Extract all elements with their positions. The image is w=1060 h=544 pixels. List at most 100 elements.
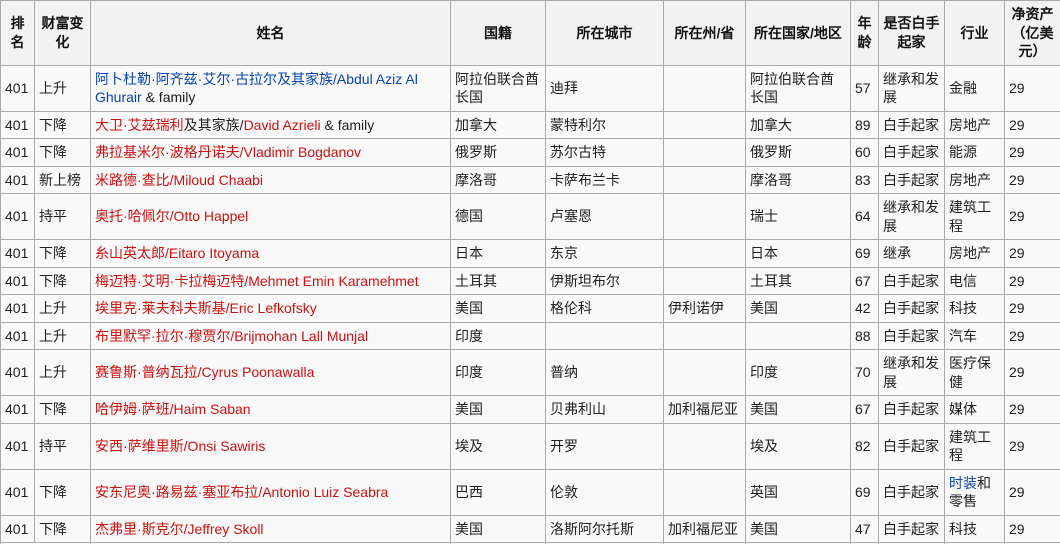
cell-city: 伊斯坦布尔 [545, 266, 664, 295]
wiki-link[interactable]: 杰弗里·斯克尔/Jeffrey Skoll [95, 520, 264, 537]
plain-text: 房地产 [949, 245, 991, 261]
col-header-nationality: 国籍 [450, 0, 546, 66]
cell-selfmade: 继承 [878, 239, 945, 268]
cell-city: 蒙特利尔 [545, 110, 664, 139]
cell-nationality: 埃及 [450, 422, 546, 470]
col-header-state: 所在州/省 [663, 0, 746, 66]
table-row: 401 下降 安东尼奥·路易兹·塞亚布拉/Antonio Luiz Seabra 巴西… [0, 468, 1060, 516]
col-header-change: 财富变化 [34, 0, 91, 66]
cell-age: 47 [850, 514, 879, 543]
cell-name: 米路德·查比/Miloud Chaabi [90, 165, 451, 194]
cell-selfmade: 白手起家 [878, 165, 945, 194]
cell-age: 67 [850, 266, 879, 295]
table-row: 401 持平 安西·萨维里斯/Onsi Sawiris 埃及 开罗 埃及 82 白手起家 建筑工… [0, 422, 1060, 470]
wiki-link[interactable]: 哈伊姆·萨班/Haim Saban [95, 401, 251, 417]
wiki-link[interactable]: 梅迈特·艾明·卡拉梅迈特/Mehmet Emin Karamehmet [95, 272, 419, 289]
plain-text: 医疗保健 [949, 355, 991, 390]
cell-city: 贝弗利山 [545, 395, 664, 424]
cell-state [663, 266, 746, 295]
cell-wealth-change: 下降 [34, 110, 91, 139]
cell-nationality: 巴西 [450, 468, 546, 516]
cell-nationality: 美国 [450, 395, 546, 424]
wiki-link[interactable]: 安西·萨维里斯/Onsi Sawiris [95, 437, 266, 454]
plain-text: 房地产 [949, 171, 991, 188]
cell-wealth-change: 下降 [34, 266, 91, 295]
cell-country: 俄罗斯 [745, 138, 851, 167]
cell-selfmade: 白手起家 [878, 266, 945, 295]
cell-networth: 29 [1004, 321, 1060, 350]
cell-nationality: 加拿大 [450, 110, 546, 139]
cell-state [663, 193, 746, 240]
table-row: 继承和发展 [0, 542, 1060, 544]
col-header-selfmade: 是否白手起家 [878, 0, 945, 66]
plain-text: 电信 [949, 272, 977, 289]
wiki-link[interactable]: 弗拉基米尔·波格丹诺夫/Vladimir Bogdanov [95, 144, 362, 160]
wiki-link[interactable]: 时装 [949, 474, 977, 491]
table-row: 401 上升 阿卜杜勒·阿齐兹·艾尔·古拉尔及其家族/Abdul Aziz Al G… [0, 64, 1060, 112]
table-body: 401 上升 阿卜杜勒·阿齐兹·艾尔·古拉尔及其家族/Abdul Aziz Al G… [0, 64, 1060, 544]
cell-country: 阿拉伯联合酋长国 [745, 64, 851, 112]
cell-selfmade: 白手起家 [878, 468, 945, 516]
cell-selfmade: 白手起家 [878, 422, 945, 470]
cell-name: 糸山英太郎/Eitaro Itoyama [90, 239, 451, 268]
cell-state [663, 468, 746, 516]
cell-wealth-change: 上升 [34, 321, 91, 350]
cell-networth: 29 [1004, 165, 1060, 194]
wiki-link[interactable]: 赛鲁斯·普纳瓦拉/Cyrus Poonawalla [95, 364, 315, 381]
plain-text: 房地产 [949, 116, 991, 133]
table-row: 401 上升 赛鲁斯·普纳瓦拉/Cyrus Poonawalla 印度 普纳 印度 70 继承… [0, 349, 1060, 396]
cell-country: 瑞士 [745, 193, 851, 240]
cell-name: 安西·萨维里斯/Onsi Sawiris [90, 422, 451, 470]
cell-name: 奥托·哈佩尔/Otto Happel [90, 193, 451, 240]
plain-text: 科技 [949, 300, 977, 316]
wiki-link[interactable]: David Azrieli [243, 116, 321, 133]
cell-age: 64 [850, 193, 879, 240]
cell-wealth-change: 上升 [34, 294, 91, 323]
cell-networth: 29 [1004, 395, 1060, 424]
cell-name: 梅迈特·艾明·卡拉梅迈特/Mehmet Emin Karamehmet [90, 266, 451, 295]
cell-age: 69 [850, 239, 879, 268]
col-header-industry: 行业 [944, 0, 1005, 66]
wiki-link[interactable]: 埃里克·莱夫科夫斯基/Eric Lefkofsky [95, 300, 317, 316]
table-row: 401 下降 杰弗里·斯克尔/Jeffrey Skoll 美国 洛斯阿尔托斯 加利福尼亚美… [0, 514, 1060, 543]
plain-text: 媒体 [949, 401, 977, 417]
wiki-link[interactable]: 大卫·艾兹瑞利 [95, 116, 184, 133]
cell-rank: 401 [0, 110, 35, 139]
wiki-link[interactable]: 糸山英太郎/Eitaro Itoyama [95, 245, 260, 261]
cell-city: 伦敦 [545, 468, 664, 516]
cell-state [663, 422, 746, 470]
wiki-link[interactable]: 安东尼奥·路易兹·塞亚布拉/Antonio Luiz Seabra [95, 483, 389, 500]
cell-industry: 医疗保健 [944, 349, 1005, 396]
cell-country: 摩洛哥 [745, 165, 851, 194]
cell-wealth-change: 持平 [34, 193, 91, 240]
cell-networth: 29 [1004, 422, 1060, 470]
cell-age: 88 [850, 321, 879, 350]
cell-nationality: 美国 [450, 294, 546, 323]
cell-wealth-change: 上升 [34, 64, 91, 112]
table-row: 401 下降 大卫·艾兹瑞利及其家族/David Azrieli & family 加… [0, 110, 1060, 139]
table-row: 401 新上榜 米路德·查比/Miloud Chaabi 摩洛哥 卡萨布兰卡 摩洛哥 83 白… [0, 165, 1060, 194]
cell-wealth-change: 下降 [34, 468, 91, 516]
cell-rank: 401 [0, 193, 35, 240]
cell-wealth-change: 下降 [34, 239, 91, 268]
cell-city: 普纳 [545, 349, 664, 396]
wiki-link[interactable]: 布里默罕·拉尔·穆贾尔/Brijmohan Lall Munjal [95, 327, 369, 344]
cell-country: 英国 [745, 468, 851, 516]
col-header-age: 年龄 [850, 0, 879, 66]
table-row: 401 下降 糸山英太郎/Eitaro Itoyama 日本 东京 日本 69 继承 房地产 29 [0, 239, 1060, 268]
wiki-link[interactable]: 阿卜杜勒·阿齐兹·艾尔·古拉尔及其家族/Abdul Aziz Al Ghurai… [95, 70, 418, 106]
cell-selfmade: 继承和发展 [878, 349, 945, 396]
cell-city: 苏尔古特 [545, 138, 664, 167]
wiki-link[interactable]: 米路德·查比/Miloud Chaabi [95, 171, 264, 188]
cell-networth: 29 [1004, 349, 1060, 396]
cell-rank: 401 [0, 514, 35, 543]
cell-name: 弗拉基米尔·波格丹诺夫/Vladimir Bogdanov [90, 138, 451, 167]
cell-name: 阿卜杜勒·阿齐兹·艾尔·古拉尔及其家族/Abdul Aziz Al Ghurai… [90, 64, 451, 112]
cell-country: 印度 [745, 349, 851, 396]
cell-industry: 建筑工程 [944, 422, 1005, 470]
cell-industry: 房地产 [944, 239, 1005, 268]
cell-state [663, 349, 746, 396]
wiki-link[interactable]: 奥托·哈佩尔/Otto Happel [95, 208, 249, 225]
